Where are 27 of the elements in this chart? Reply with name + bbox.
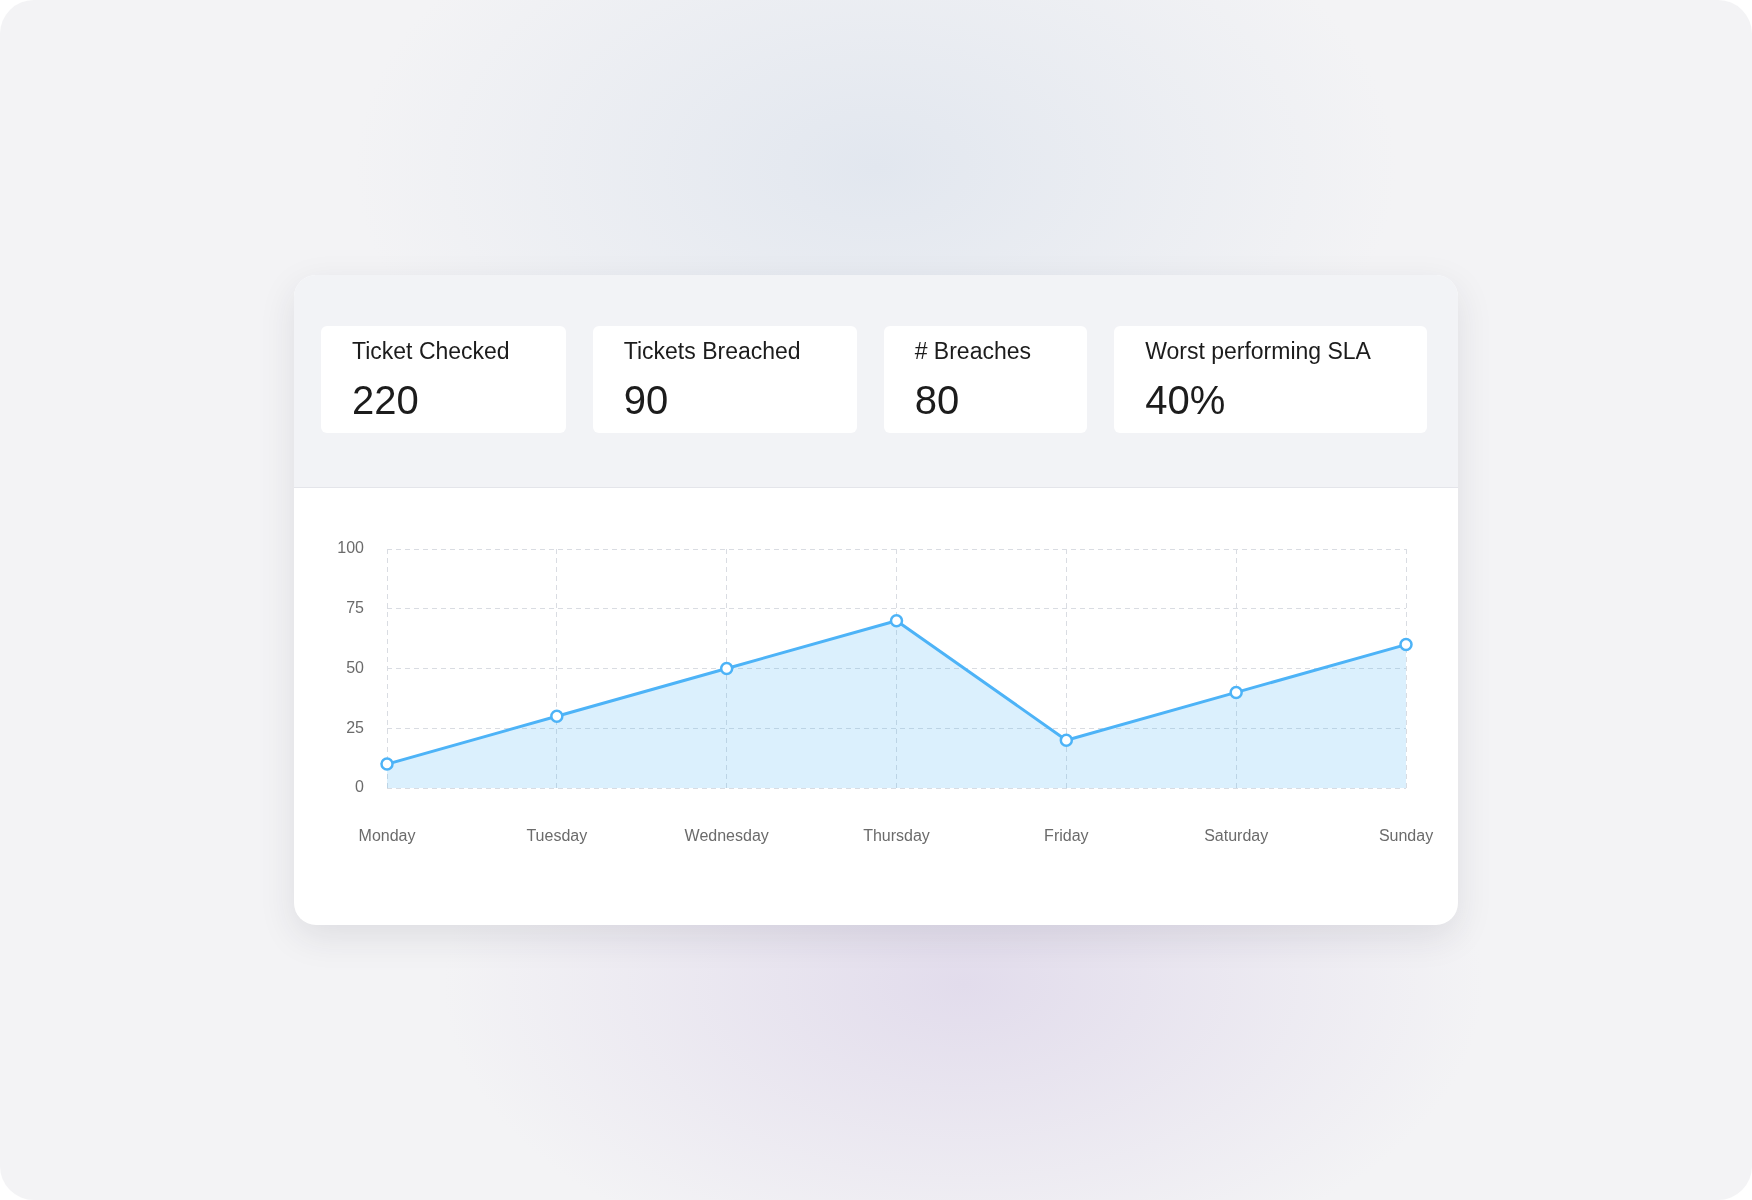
y-tick-label: 25 (346, 718, 365, 736)
x-tick-label: Friday (1044, 827, 1089, 845)
text: # Breaches (914, 338, 1032, 364)
x-tick-label: Thursday (863, 827, 930, 845)
text: 90 (623, 377, 670, 423)
y-tick-label: 75 (346, 599, 365, 617)
x-tick-label: Saturday (1204, 827, 1269, 845)
y-tick-label: 50 (346, 658, 365, 676)
point (719, 661, 734, 676)
point (1399, 637, 1413, 652)
point (889, 613, 904, 628)
point (1059, 733, 1074, 747)
text: Ticket Checked (352, 338, 510, 364)
point (1229, 685, 1243, 700)
x-tick-label: Wednesday (684, 827, 769, 845)
y-tick-label: 0 (355, 778, 365, 796)
text: Worst performing SLA (1145, 338, 1371, 364)
point (550, 709, 564, 724)
x-tick-label: Sunday (1378, 827, 1434, 845)
text: 80 (914, 377, 961, 423)
y-tick-label: 100 (337, 539, 365, 557)
x-tick-label: Monday (358, 827, 416, 845)
text: 40% (1145, 377, 1227, 423)
point (380, 757, 394, 771)
text: 220 (352, 377, 420, 423)
x-tick-label: Tuesday (526, 827, 588, 845)
text: Tickets Breached (623, 338, 801, 364)
